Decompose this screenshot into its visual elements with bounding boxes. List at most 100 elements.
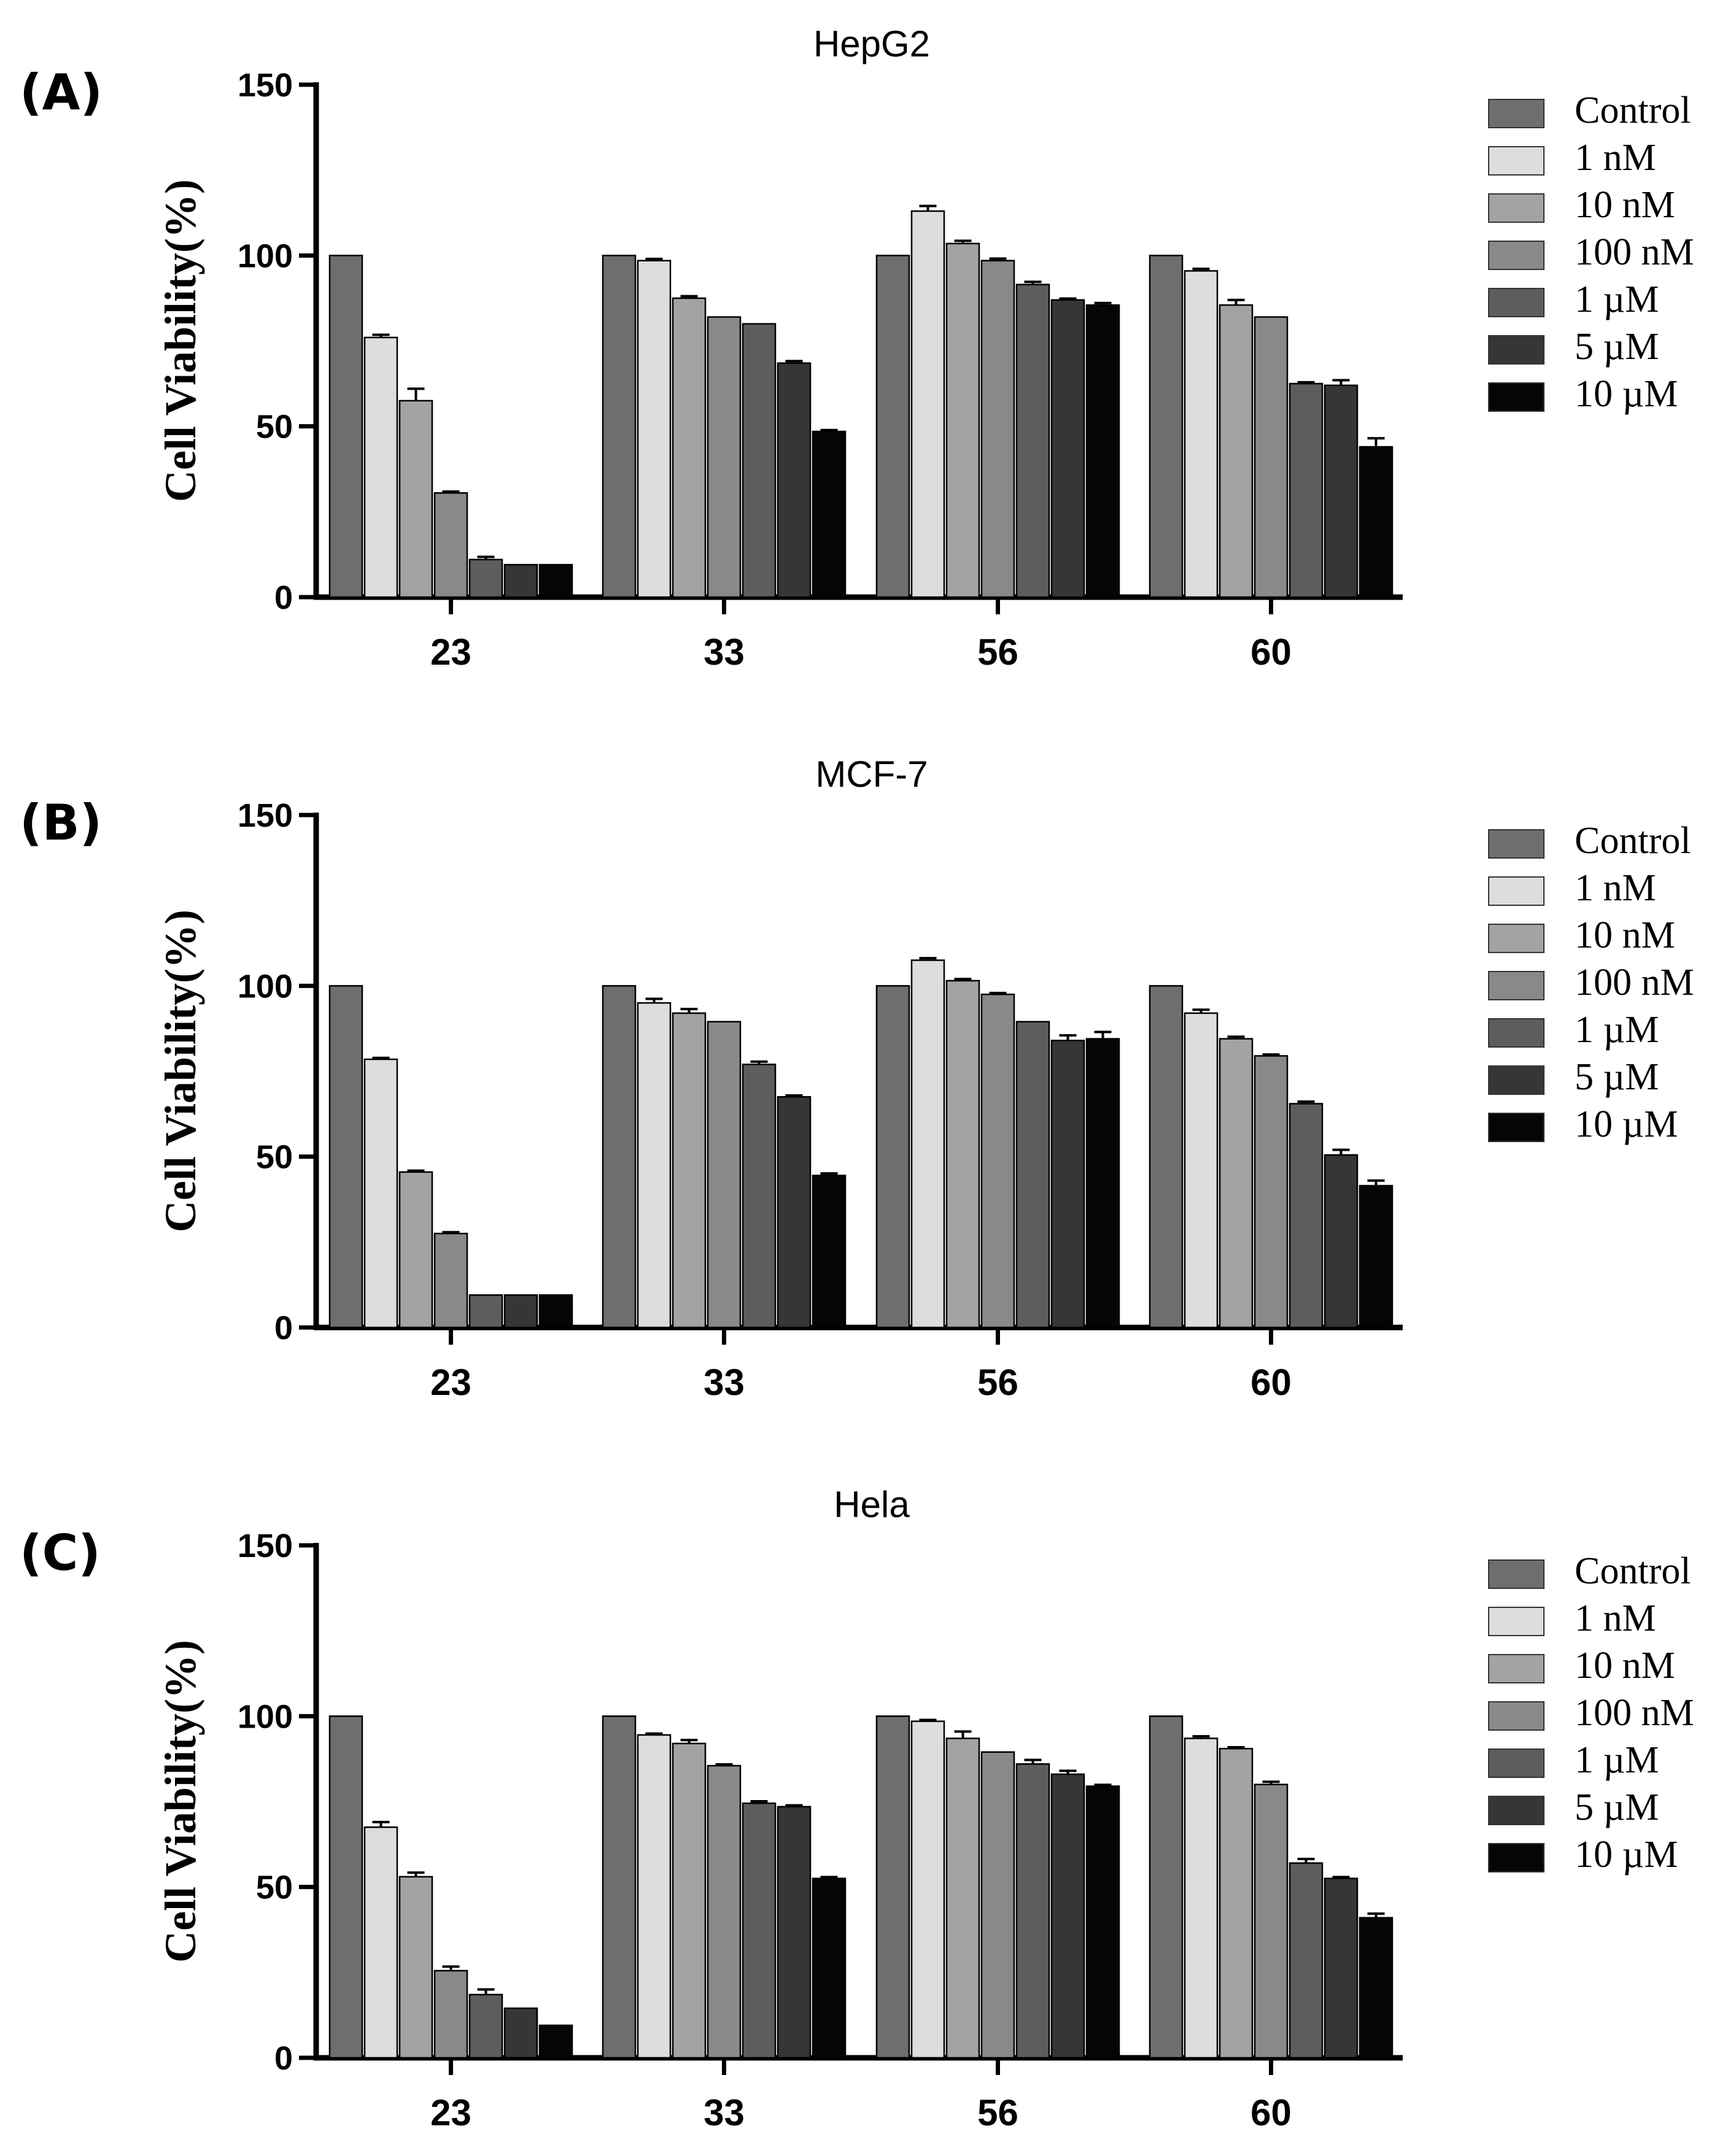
- legend-swatch: [1488, 1843, 1545, 1872]
- bar-10-nM-23: [398, 1876, 433, 2059]
- bar-1-nM-23: [363, 1058, 398, 1329]
- bar-5-uM-33: [777, 1096, 812, 1329]
- bar-10-uM-60: [1359, 446, 1394, 598]
- bar-10-nM-60: [1219, 1747, 1254, 2059]
- y-tick-label: 100: [238, 968, 293, 1005]
- y-tick-label: 0: [274, 1310, 293, 1347]
- bar-10-nM-23: [398, 400, 433, 598]
- bar-1-nM-33: [637, 1002, 672, 1329]
- bar-5-uM-56: [1050, 1773, 1085, 2059]
- chart-panel-2: (C) Hela Cell Viability(%) 0 50 100 150 23 33 56 6…: [20, 1484, 1694, 2133]
- legend-swatch: [1488, 1796, 1545, 1825]
- legend-swatch: [1488, 99, 1545, 128]
- bar-Control-23: [328, 255, 363, 598]
- legend-swatch: [1488, 193, 1545, 223]
- bar-100-nM-33: [707, 1764, 742, 2059]
- bar-1-uM-33: [742, 1802, 777, 2059]
- legend-label: 1 nM: [1575, 137, 1656, 179]
- y-tick-label: 150: [238, 1528, 293, 1564]
- bar-Control-60: [1149, 985, 1184, 1329]
- panel-letter: (A): [20, 64, 103, 121]
- bar-1-nM-23: [363, 336, 398, 598]
- bar-5-uM-56: [1050, 299, 1085, 598]
- bar-Control-60: [1149, 255, 1184, 598]
- bar-1-nM-56: [910, 210, 945, 598]
- x-tick-label: 33: [704, 1362, 745, 1403]
- x-tick-label: 23: [430, 632, 471, 673]
- legend-label: Control: [1575, 820, 1691, 862]
- bar-5-uM-23: [503, 1294, 538, 1329]
- x-tick-label: 33: [704, 2092, 745, 2133]
- bar-1-uM-60: [1289, 1103, 1324, 1329]
- bar-10-uM-23: [538, 2024, 573, 2059]
- bar-100-nM-33: [707, 1021, 742, 1329]
- bar-10-uM-56: [1085, 1038, 1120, 1329]
- legend-swatch: [1488, 241, 1545, 270]
- legend-label: 1 µM: [1575, 1739, 1659, 1781]
- x-tick-label: 23: [430, 1362, 471, 1403]
- chart-panel-0: (A) HepG2 Cell Viability(%) 0 50 100 150 23 33 56…: [20, 23, 1694, 673]
- bar-Control-23: [328, 1715, 363, 2059]
- bar-10-uM-23: [538, 1294, 573, 1329]
- legend-swatch: [1488, 1065, 1545, 1095]
- legend-label: 100 nM: [1575, 231, 1694, 273]
- bar-1-nM-60: [1184, 270, 1219, 598]
- legend-label: 10 nM: [1575, 184, 1675, 226]
- bar-5-uM-56: [1050, 1040, 1085, 1329]
- legend-label: 10 nM: [1575, 1645, 1675, 1687]
- legend-label: 100 nM: [1575, 1692, 1694, 1734]
- bar-10-nM-56: [945, 242, 980, 598]
- y-axis-label: Cell Viability(%): [156, 179, 205, 502]
- y-tick-label: 0: [274, 2040, 293, 2077]
- x-tick-label: 56: [977, 1362, 1018, 1403]
- legend-label: Control: [1575, 1550, 1691, 1592]
- bar-100-nM-56: [980, 994, 1015, 1329]
- y-axis-label: Cell Viability(%): [156, 1640, 205, 1963]
- y-tick-label: 50: [256, 1869, 293, 1906]
- bar-10-nM-60: [1219, 1038, 1254, 1329]
- bar-1-nM-56: [910, 959, 945, 1329]
- bar-1-nM-33: [637, 260, 672, 598]
- bar-100-nM-23: [433, 492, 468, 598]
- legend-swatch: [1488, 335, 1545, 365]
- bar-10-uM-33: [812, 430, 847, 598]
- bar-1-nM-56: [910, 1720, 945, 2059]
- bar-1-uM-60: [1289, 1862, 1324, 2059]
- bar-Control-56: [875, 1715, 910, 2059]
- bar-10-nM-33: [672, 297, 707, 598]
- legend-swatch: [1488, 1018, 1545, 1048]
- legend-label: 5 µM: [1575, 1787, 1659, 1828]
- bar-Control-23: [328, 985, 363, 1329]
- legend-swatch: [1488, 146, 1545, 176]
- legend-label: 5 µM: [1575, 1056, 1659, 1098]
- legend-label: 10 µM: [1575, 1834, 1678, 1876]
- bar-10-nM-33: [672, 1012, 707, 1329]
- legend-label: 100 nM: [1575, 962, 1694, 1003]
- bar-10-nM-56: [945, 1737, 980, 2059]
- legend-swatch: [1488, 1701, 1545, 1731]
- legend-label: 1 µM: [1575, 279, 1659, 320]
- chart-title: MCF-7: [815, 754, 928, 795]
- bar-1-uM-56: [1015, 1021, 1050, 1329]
- bar-1-nM-33: [637, 1734, 672, 2059]
- legend-swatch: [1488, 1559, 1545, 1589]
- bar-10-uM-33: [812, 1877, 847, 2059]
- x-tick-label: 60: [1250, 632, 1292, 673]
- y-tick-label: 150: [238, 797, 293, 834]
- legend-label: 5 µM: [1575, 326, 1659, 368]
- bar-10-nM-23: [398, 1171, 433, 1329]
- bar-Control-56: [875, 985, 910, 1329]
- legend-swatch: [1488, 829, 1545, 859]
- legend-swatch: [1488, 876, 1545, 906]
- legend-label: 1 nM: [1575, 867, 1656, 909]
- y-tick-label: 50: [256, 1139, 293, 1176]
- bar-1-uM-23: [468, 1294, 503, 1329]
- bar-1-uM-56: [1015, 284, 1050, 598]
- legend-label: 1 µM: [1575, 1009, 1659, 1051]
- bar-10-uM-60: [1359, 1184, 1394, 1329]
- y-tick-label: 0: [274, 579, 293, 616]
- bar-100-nM-60: [1254, 316, 1289, 598]
- bar-5-uM-23: [503, 2007, 538, 2059]
- x-tick-label: 33: [704, 632, 745, 673]
